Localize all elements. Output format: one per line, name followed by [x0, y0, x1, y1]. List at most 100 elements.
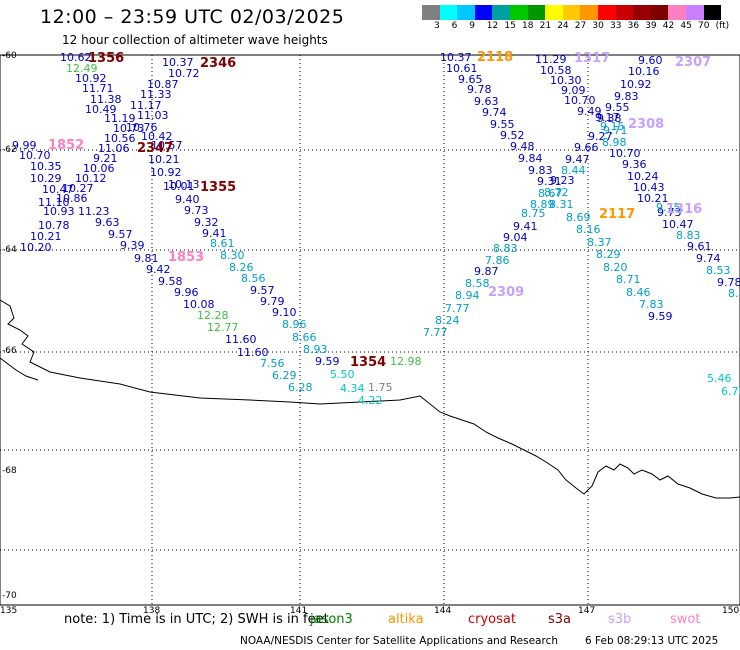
satellite-legend-item: cryosat	[468, 612, 516, 627]
colorbar-label: (ft)	[715, 21, 730, 31]
wave-height-value: 8.93	[303, 343, 328, 356]
latitude-label: -66	[2, 346, 17, 356]
map-title: 12:00 – 23:59 UTC 02/03/2025	[40, 6, 345, 28]
wave-height-value: 9.31	[537, 175, 562, 188]
wave-height-value: 8.58	[465, 277, 490, 290]
wave-height-value: 1.75	[368, 381, 393, 394]
wave-height-value: 4.22	[358, 394, 383, 407]
wave-height-value: 10.13	[168, 178, 200, 191]
wave-height-value: 11.71	[82, 82, 114, 95]
longitude-label: 147	[578, 606, 596, 616]
wave-height-value: 9.38	[597, 112, 622, 125]
map-subtitle: 12 hour collection of altimeter wave hei…	[62, 33, 328, 47]
wave-height-value: 7.56	[260, 357, 285, 370]
colorbar-swatch	[650, 5, 669, 20]
wave-height-value: 9.49	[577, 105, 602, 118]
wave-height-value: 10.93	[43, 205, 75, 218]
longitude-label: 141	[290, 606, 308, 616]
colorbar-label: 6	[451, 21, 458, 31]
wave-height-value: 7.86	[485, 254, 510, 267]
wave-height-value: 9.15	[600, 120, 625, 133]
wave-height-value: 8.69	[566, 211, 591, 224]
wave-height-value: 10.62	[60, 51, 92, 64]
wave-height-value: 9.59	[648, 310, 673, 323]
colorbar-label: 24	[557, 21, 569, 31]
wave-height-value: 10.58	[540, 64, 572, 77]
wave-height-value: 8.16	[576, 223, 601, 236]
note-text: note: 1) Time is in UTC; 2) SWH is in fe…	[64, 612, 329, 627]
wave-height-value: 12.49	[66, 62, 98, 75]
wave-height-value: 10.12	[75, 172, 107, 185]
wave-height-value: 9.73	[657, 206, 682, 219]
colorbar-swatch	[509, 5, 528, 20]
wave-height-value: 10.37	[162, 56, 194, 69]
wave-height-value: 9.83	[614, 90, 639, 103]
wave-height-value: 11.19	[104, 112, 136, 125]
wave-height-value: 5.50	[330, 368, 355, 381]
wave-height-value: 9.17	[595, 111, 620, 124]
wave-height-value: 8.67	[538, 187, 563, 200]
wave-height-value: 10.70	[564, 94, 596, 107]
pass-number-label: 1852	[48, 138, 84, 153]
pass-number-label: 2117	[599, 207, 635, 222]
wave-height-value: 9.75	[656, 201, 681, 214]
wave-height-value: 9.27	[588, 130, 613, 143]
colorbar-label: 9	[469, 21, 475, 31]
wave-height-value: 8.26	[229, 261, 254, 274]
pass-number-label: 1316	[666, 202, 702, 217]
wave-height-value: 12.77	[207, 321, 239, 334]
wave-height-value: 9.58	[158, 275, 183, 288]
wave-height-value: 10.61	[446, 62, 478, 75]
wave-height-value: 9.41	[202, 227, 227, 240]
wave-height-value: 10.06	[83, 162, 115, 175]
colorbar-label: 39	[645, 21, 657, 31]
wave-height-value: 10.21	[637, 192, 669, 205]
wave-height-value: 8.56	[241, 272, 266, 285]
wave-height-value: 8.83	[676, 229, 701, 242]
wave-height-value: 10.57	[151, 139, 183, 152]
wave-height-value: 12.28	[197, 309, 229, 322]
wave-height-value: 6.28	[288, 381, 313, 394]
wave-height-value: 8.46	[626, 286, 651, 299]
wave-height-value: 11.10	[38, 196, 70, 209]
satellite-legend-item: swot	[670, 612, 701, 627]
wave-height-value: 8.31	[549, 198, 574, 211]
wave-height-value: 9.57	[250, 284, 275, 297]
wave-height-value: 10.47	[662, 218, 694, 231]
wave-height-value: 9.55	[605, 101, 630, 114]
colorbar-label: 33	[610, 21, 622, 31]
longitude-label: 135	[0, 606, 18, 616]
wave-height-value: 8.71	[616, 273, 641, 286]
wave-height-value: 11.17	[130, 99, 162, 112]
wave-height-value: 8.20	[603, 261, 628, 274]
colorbar-swatch	[562, 5, 581, 20]
colorbar-swatch	[492, 5, 510, 20]
wave-height-value: 9.10	[272, 306, 297, 319]
wave-height-value: 9.74	[696, 252, 721, 265]
pass-number-label: 1355	[200, 180, 236, 195]
satellite-legend-item: s3b	[608, 612, 632, 627]
wave-height-value: 11.29	[535, 53, 567, 66]
wave-height-value: 10.21	[30, 230, 62, 243]
wave-height-value: 10.37	[440, 51, 472, 64]
wave-height-value: 9.41	[513, 220, 538, 233]
wave-height-value: 10.70	[19, 149, 51, 162]
latitude-label: -70	[2, 591, 17, 601]
wave-height-value: 9.65	[458, 73, 483, 86]
wave-height-value: 9.74	[482, 106, 507, 119]
wave-height-value: 9.32	[194, 216, 219, 229]
wave-height-value: 10.87	[147, 78, 179, 91]
latitude-label: -62	[2, 145, 17, 155]
colorbar-swatch	[615, 5, 634, 20]
wave-height-value: 10.16	[628, 65, 660, 78]
pass-number-label: 2346	[200, 56, 236, 71]
wave-height-value: 9.84	[518, 152, 543, 165]
wave-height-value: 9.96	[174, 286, 199, 299]
wave-height-value: 10.08	[183, 298, 215, 311]
wave-height-value: 10.73	[113, 122, 145, 135]
wave-height-value: 10.92	[620, 78, 652, 91]
wave-height-value: 9.71	[603, 124, 628, 137]
colorbar-swatch	[457, 5, 475, 20]
wave-height-value: 12.98	[390, 355, 422, 368]
